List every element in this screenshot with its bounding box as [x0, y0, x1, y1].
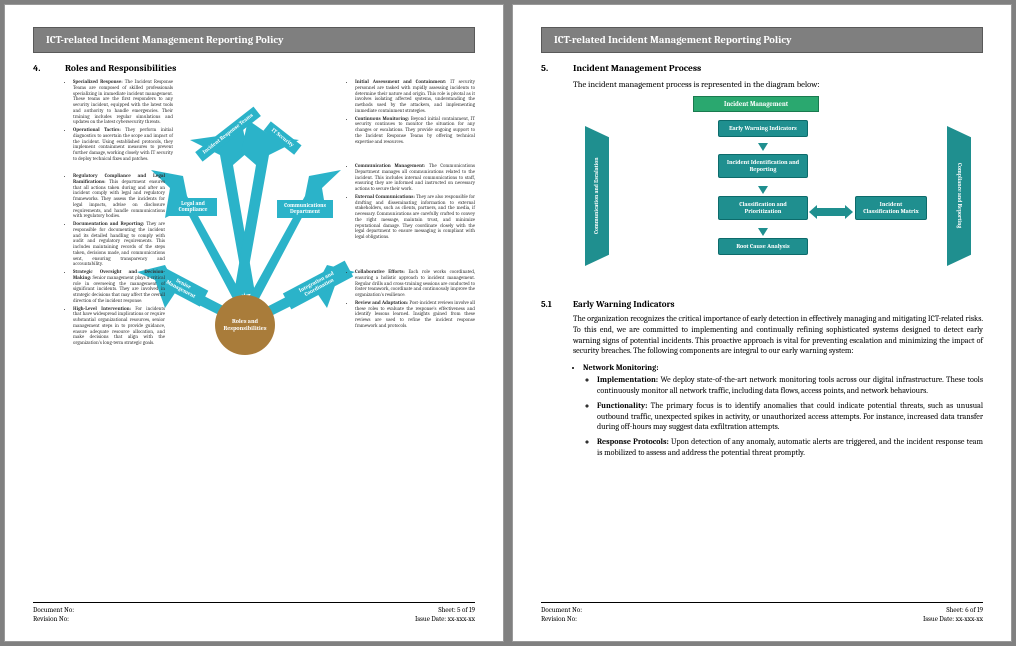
- section-num: 5.: [541, 63, 559, 74]
- section-num: 4.: [33, 63, 51, 74]
- issue: Issue Date: xx-xxx-xx: [415, 615, 475, 623]
- bullet-head: Network Monitoring:: [583, 363, 658, 372]
- section-heading: 5. Incident Management Process: [541, 63, 983, 74]
- process-diagram: Incident Management Communication and Es…: [573, 96, 983, 286]
- proc-header: Incident Management: [693, 96, 819, 112]
- proc-box-2: Incident Identification and Reporting: [718, 154, 808, 178]
- role-text-mr: Communication Management: The Communicat…: [347, 164, 475, 243]
- bullet-list: Network Monitoring: Implementation: We d…: [583, 363, 983, 463]
- doc-title-bar: ICT-related Incident Management Reportin…: [541, 27, 983, 53]
- doc-title-bar: ICT-related Incident Management Reportin…: [33, 27, 475, 53]
- section-heading: 4. Roles and Responsibilities: [33, 63, 475, 74]
- down-arrow-icon: [758, 228, 768, 236]
- sub-bullet: Implementation: We deploy state-of-the-a…: [597, 375, 983, 397]
- proc-box-3: Classification and Prioritization: [718, 196, 808, 220]
- rev-no: Revision No:: [33, 615, 74, 623]
- role-text-bl: Strategic Oversight and Decision-Making:…: [65, 270, 165, 349]
- sub-title: Early Warning Indicators: [573, 300, 675, 310]
- proc-box-1: Early Warning Indicators: [718, 120, 808, 137]
- intro-text: The incident management process is repre…: [573, 80, 983, 90]
- sheet: Sheet: 6 of 19: [923, 606, 983, 614]
- footer-left: Document No: Revision No:: [33, 606, 74, 623]
- down-arrow-icon: [758, 143, 768, 151]
- proc-box-side: Incident Classification Matrix: [855, 196, 927, 220]
- bullet-item: Network Monitoring: Implementation: We d…: [583, 363, 983, 459]
- doc-no: Document No:: [541, 606, 582, 614]
- footer-right: Sheet: 5 of 19 Issue Date: xx-xxx-xx: [415, 606, 475, 623]
- proc-box-4: Root Cause Analysis: [718, 238, 808, 255]
- roles-diagram: Incident Response Teams IT Security Lega…: [65, 80, 475, 360]
- down-arrow-icon: [758, 186, 768, 194]
- rev-no: Revision No:: [541, 615, 582, 623]
- section-title: Incident Management Process: [573, 63, 701, 74]
- role-text-ml: Regulatory Compliance and Legal Ramifica…: [65, 174, 165, 270]
- role-text-tr: Initial Assessment and Containment: IT s…: [347, 80, 475, 147]
- footer-left: Document No: Revision No:: [541, 606, 582, 623]
- role-text-tl: Specialized Response: The Incident Respo…: [65, 80, 173, 165]
- footer-right: Sheet: 6 of 19 Issue Date: xx-xxx-xx: [923, 606, 983, 623]
- doc-no: Document No:: [33, 606, 74, 614]
- trap-right: Compliance and Reporting: [947, 126, 971, 266]
- body-paragraph: The organization recognizes the critical…: [573, 314, 983, 357]
- sheet: Sheet: 5 of 19: [415, 606, 475, 614]
- role-text-br: Collaborative Efforts: Each role works c…: [347, 270, 475, 332]
- page-footer: Document No: Revision No: Sheet: 6 of 19…: [541, 602, 983, 623]
- page-footer: Document No: Revision No: Sheet: 5 of 19…: [33, 602, 475, 623]
- arrow-label-comms: Communications Department: [277, 200, 333, 218]
- sub-bullet-list: Implementation: We deploy state-of-the-a…: [597, 375, 983, 459]
- issue: Issue Date: xx-xxx-xx: [923, 615, 983, 623]
- page-right: ICT-related Incident Management Reportin…: [512, 4, 1012, 642]
- dbl-arrow-icon: [817, 208, 845, 216]
- sub-bullet: Response Protocols: Upon detection of an…: [597, 437, 983, 459]
- roles-circle: Roles and Responsibilities: [215, 295, 275, 355]
- section-title: Roles and Responsibilities: [65, 63, 176, 74]
- sub-bullet: Functionality: The primary focus is to i…: [597, 401, 983, 433]
- page-left: ICT-related Incident Management Reportin…: [4, 4, 504, 642]
- sub-num: 5.1: [541, 300, 559, 310]
- sub-heading: 5.1 Early Warning Indicators: [541, 300, 983, 310]
- trap-left: Communication and Escalation: [585, 126, 609, 266]
- arrow-label-legal: Legal and Compliance: [169, 198, 217, 216]
